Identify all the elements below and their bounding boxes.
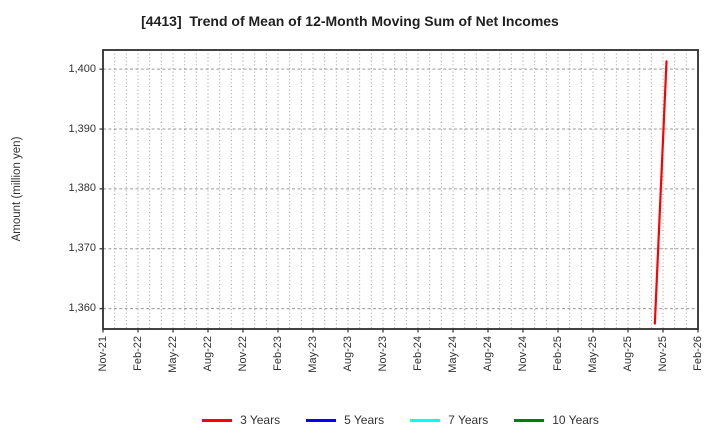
y-tick-label: 1,360 <box>68 302 96 315</box>
y-tick-label: 1,380 <box>68 182 96 195</box>
x-tick-label: Nov-25 <box>656 336 669 372</box>
y-tick-label: 1,370 <box>68 242 96 255</box>
x-tick-label: Nov-24 <box>516 336 529 372</box>
x-tick-label: Feb-26 <box>691 336 704 371</box>
x-tick-label: May-22 <box>166 336 179 373</box>
x-tick-label: May-23 <box>306 336 319 373</box>
legend-label: 5 Years <box>344 413 385 427</box>
legend: 3 Years 5 Years 7 Years 10 Years <box>103 409 698 431</box>
x-tick-label: Feb-23 <box>271 336 284 371</box>
legend-line-swatch <box>202 418 233 422</box>
x-tick-label: Nov-22 <box>236 336 249 372</box>
x-tick-label: May-25 <box>586 336 599 373</box>
x-tick-label: Feb-22 <box>131 336 144 371</box>
x-tick-label: Feb-24 <box>411 336 424 371</box>
y-tick-label: 1,400 <box>68 62 96 75</box>
x-tick-label: Aug-24 <box>481 336 494 372</box>
x-tick-label: May-24 <box>446 336 459 373</box>
legend-item-10-years: 10 Years <box>514 413 599 427</box>
legend-line-swatch <box>514 418 545 422</box>
chart-title: [4413] Trend of Mean of 12-Month Moving … <box>141 13 559 29</box>
legend-item-3-years: 3 Years <box>202 413 280 427</box>
series-line-3-years <box>653 60 668 325</box>
legend-line-swatch <box>306 418 337 422</box>
x-tick-label: Aug-25 <box>621 336 634 372</box>
legend-line-swatch <box>410 418 441 422</box>
legend-label: 7 Years <box>448 413 489 427</box>
x-tick-label: Aug-23 <box>341 336 354 372</box>
x-tick-label: Aug-22 <box>201 336 214 372</box>
x-tick-label: Feb-25 <box>551 336 564 371</box>
legend-item-7-years: 7 Years <box>410 413 488 427</box>
legend-label: 10 Years <box>552 413 599 427</box>
y-tick-label: 1,390 <box>68 122 96 135</box>
x-tick-label: Nov-21 <box>96 336 109 372</box>
legend-item-5-years: 5 Years <box>306 413 384 427</box>
legend-label: 3 Years <box>240 413 281 427</box>
x-tick-label: Nov-23 <box>376 336 389 372</box>
plot-border <box>102 49 699 330</box>
